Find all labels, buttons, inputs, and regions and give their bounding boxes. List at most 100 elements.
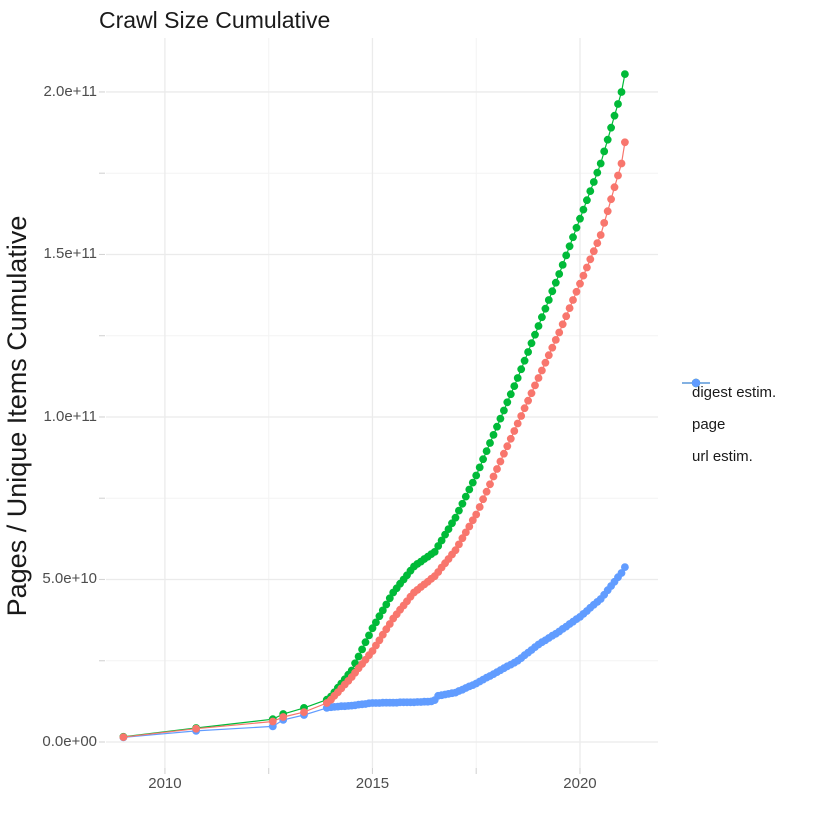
data-point (461, 528, 470, 537)
legend-label: page (692, 415, 726, 433)
data-point (475, 463, 484, 472)
data-point (358, 645, 366, 654)
data-point (551, 336, 560, 344)
data-point (596, 231, 605, 239)
data-point (503, 442, 512, 451)
data-point (361, 638, 370, 647)
data-point (368, 624, 377, 633)
legend-label: digest estim. (692, 383, 777, 401)
data-point (531, 381, 539, 390)
data-point (555, 328, 564, 337)
data-point (513, 374, 522, 382)
data-point (610, 111, 619, 120)
data-point (448, 519, 456, 528)
data-point (607, 123, 615, 132)
data-point (437, 536, 446, 545)
data-point (455, 506, 463, 515)
data-point (472, 471, 481, 480)
data-point (579, 205, 588, 214)
y-tick-label: 1.5e+11 (43, 245, 97, 263)
data-point (572, 287, 581, 296)
data-point (541, 304, 550, 313)
data-point (382, 600, 391, 609)
data-point (486, 439, 494, 447)
series-digest-estim- (119, 138, 629, 741)
data-point (279, 713, 288, 721)
data-point (506, 434, 515, 443)
data-point (375, 612, 384, 621)
series-url-estim- (119, 563, 629, 742)
data-point (489, 431, 498, 439)
data-point (458, 499, 467, 508)
data-point (579, 271, 588, 280)
data-point (589, 178, 598, 186)
chart-title: Crawl Size Cumulative (99, 7, 331, 33)
data-point (600, 219, 609, 227)
y-tick-label: 5.0e+10 (42, 570, 97, 588)
data-point (600, 147, 609, 156)
data-point (586, 255, 595, 264)
data-point (489, 472, 498, 481)
data-point (451, 546, 460, 555)
data-point (475, 503, 484, 511)
data-point (621, 563, 629, 571)
data-point (300, 708, 308, 716)
data-point (534, 322, 543, 330)
data-point (617, 569, 626, 577)
data-point (493, 465, 501, 473)
data-point (268, 717, 277, 726)
data-point (430, 548, 439, 556)
data-point (555, 270, 564, 278)
data-point (365, 631, 373, 640)
data-point (455, 540, 463, 549)
data-point (372, 618, 380, 627)
legend: digest estim. page url estim. (682, 376, 776, 472)
data-point (565, 242, 574, 251)
data-point (500, 406, 508, 415)
data-point (468, 516, 477, 525)
data-point (385, 594, 394, 603)
data-point (479, 495, 487, 504)
data-point (378, 606, 387, 615)
data-point (513, 419, 522, 428)
data-point (468, 478, 477, 487)
data-point (548, 343, 557, 352)
data-point (621, 138, 629, 147)
data-point (503, 398, 512, 407)
data-point (572, 223, 581, 232)
data-point (458, 534, 467, 543)
y-tick-label: 1.0e+11 (43, 407, 97, 425)
data-point (562, 251, 571, 260)
data-point (493, 422, 501, 431)
data-point (586, 187, 595, 196)
data-point (541, 358, 550, 367)
y-tick-label: 2.0e+11 (43, 82, 97, 100)
data-point (617, 88, 626, 96)
data-point (544, 296, 553, 304)
legend-key-icon (682, 378, 710, 388)
data-point (524, 396, 532, 405)
x-tick-label: 2015 (355, 775, 390, 792)
data-point (517, 412, 526, 420)
data-point (520, 356, 529, 365)
data-point (551, 278, 560, 287)
x-tick-label: 2010 (148, 775, 182, 792)
legend-label: url estim. (692, 447, 753, 465)
data-point (496, 457, 505, 466)
data-point (354, 652, 363, 661)
data-point (593, 168, 602, 177)
data-point (617, 159, 626, 168)
series-page (119, 70, 629, 741)
data-point (562, 312, 571, 321)
data-point (517, 365, 526, 374)
data-point (527, 339, 536, 348)
data-point (486, 480, 494, 489)
data-point (558, 261, 567, 269)
data-point (500, 449, 508, 458)
data-point (576, 279, 584, 288)
data-point (607, 195, 615, 204)
data-point (375, 636, 384, 645)
data-point (192, 724, 201, 733)
data-point (465, 522, 474, 531)
data-point (506, 390, 515, 399)
